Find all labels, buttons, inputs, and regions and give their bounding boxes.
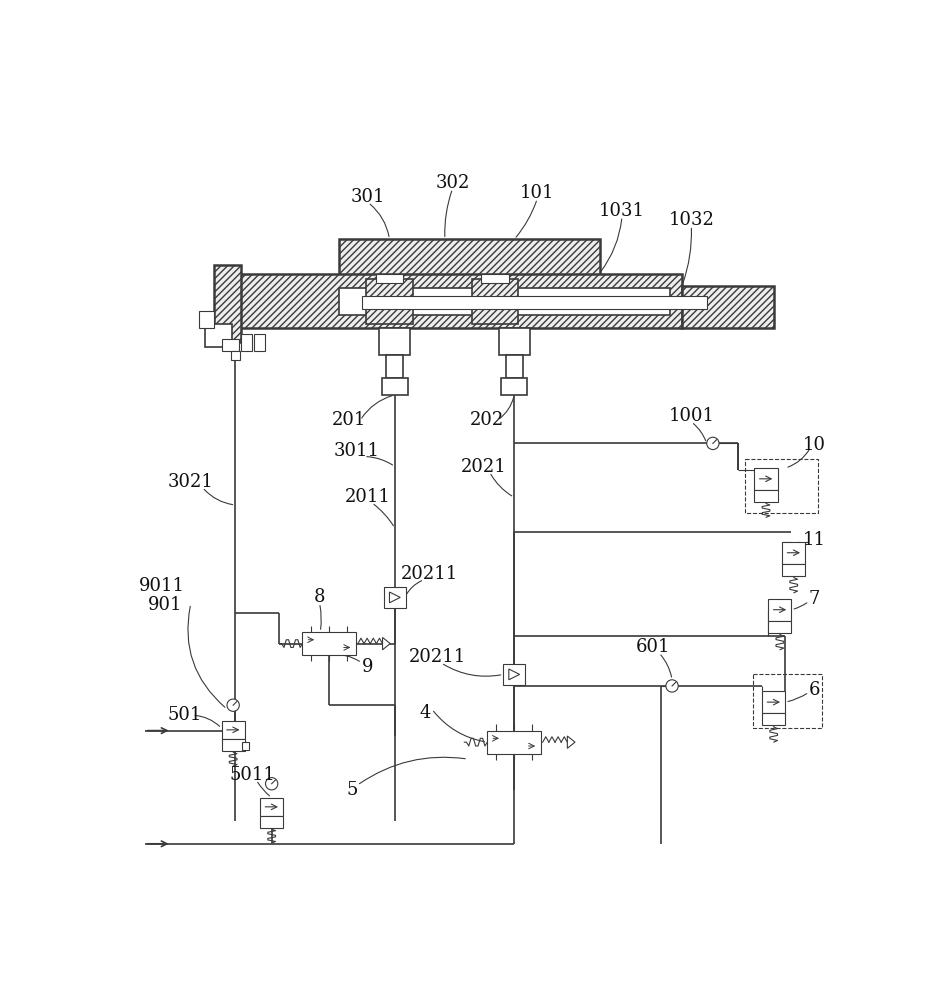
Bar (767, 620, 790, 633)
Text: 2021: 2021 (460, 458, 506, 476)
Bar (302, 632, 356, 655)
Bar (386, 355, 403, 378)
Bar (762, 713, 784, 725)
Text: 20211: 20211 (401, 565, 458, 583)
Text: 301: 301 (350, 188, 385, 206)
Bar (379, 328, 409, 355)
Text: 3021: 3021 (168, 473, 213, 491)
Bar (767, 599, 790, 620)
Text: 10: 10 (803, 436, 825, 454)
Bar (260, 798, 283, 816)
Bar (503, 664, 525, 685)
Text: 202: 202 (469, 411, 504, 429)
Polygon shape (389, 592, 400, 603)
Text: 3011: 3011 (333, 442, 379, 460)
Circle shape (227, 699, 239, 711)
Circle shape (266, 778, 278, 790)
Bar (486, 731, 541, 754)
Bar (362, 296, 706, 309)
Bar (235, 274, 682, 328)
Bar (198, 311, 213, 328)
Text: 20211: 20211 (408, 648, 466, 666)
Bar (253, 334, 265, 351)
Bar (241, 334, 251, 351)
Bar (754, 490, 777, 502)
Bar (782, 542, 804, 564)
Text: 601: 601 (635, 638, 669, 656)
Bar (205, 324, 231, 347)
Circle shape (706, 437, 718, 450)
Bar (501, 378, 526, 395)
Bar (222, 721, 245, 739)
Text: 1032: 1032 (667, 211, 713, 229)
Text: 6: 6 (808, 681, 820, 699)
Bar (222, 339, 239, 351)
Text: 1031: 1031 (599, 202, 645, 220)
Bar (754, 468, 777, 490)
Bar (222, 739, 245, 751)
Bar (481, 274, 508, 283)
Text: 501: 501 (168, 706, 202, 724)
Text: 4: 4 (420, 704, 431, 722)
Bar (375, 274, 403, 283)
Bar (384, 587, 406, 608)
Text: 5: 5 (347, 781, 358, 799)
Circle shape (665, 680, 678, 692)
Bar (506, 355, 522, 378)
Text: 302: 302 (435, 174, 469, 192)
Bar (762, 691, 784, 713)
Polygon shape (382, 637, 389, 650)
Text: 8: 8 (313, 588, 325, 606)
Bar (338, 288, 669, 315)
Polygon shape (566, 736, 574, 748)
Bar (338, 239, 600, 276)
Text: 11: 11 (803, 531, 825, 549)
Text: 9011: 9011 (138, 577, 185, 595)
Text: 2011: 2011 (345, 488, 390, 506)
Text: 7: 7 (808, 590, 820, 608)
Bar (382, 378, 407, 395)
Text: 9: 9 (362, 658, 373, 676)
Text: 101: 101 (520, 184, 554, 202)
Bar (471, 279, 518, 324)
Text: 201: 201 (331, 411, 366, 429)
Bar (230, 351, 240, 360)
Bar (213, 265, 241, 342)
Bar (242, 742, 249, 750)
Text: 1001: 1001 (667, 407, 714, 425)
Bar (498, 328, 529, 355)
Text: 901: 901 (148, 596, 183, 614)
Bar (260, 816, 283, 828)
Bar (682, 286, 774, 328)
Polygon shape (508, 669, 519, 680)
Bar (366, 279, 412, 324)
Bar (782, 564, 804, 576)
Text: 5011: 5011 (229, 766, 275, 784)
